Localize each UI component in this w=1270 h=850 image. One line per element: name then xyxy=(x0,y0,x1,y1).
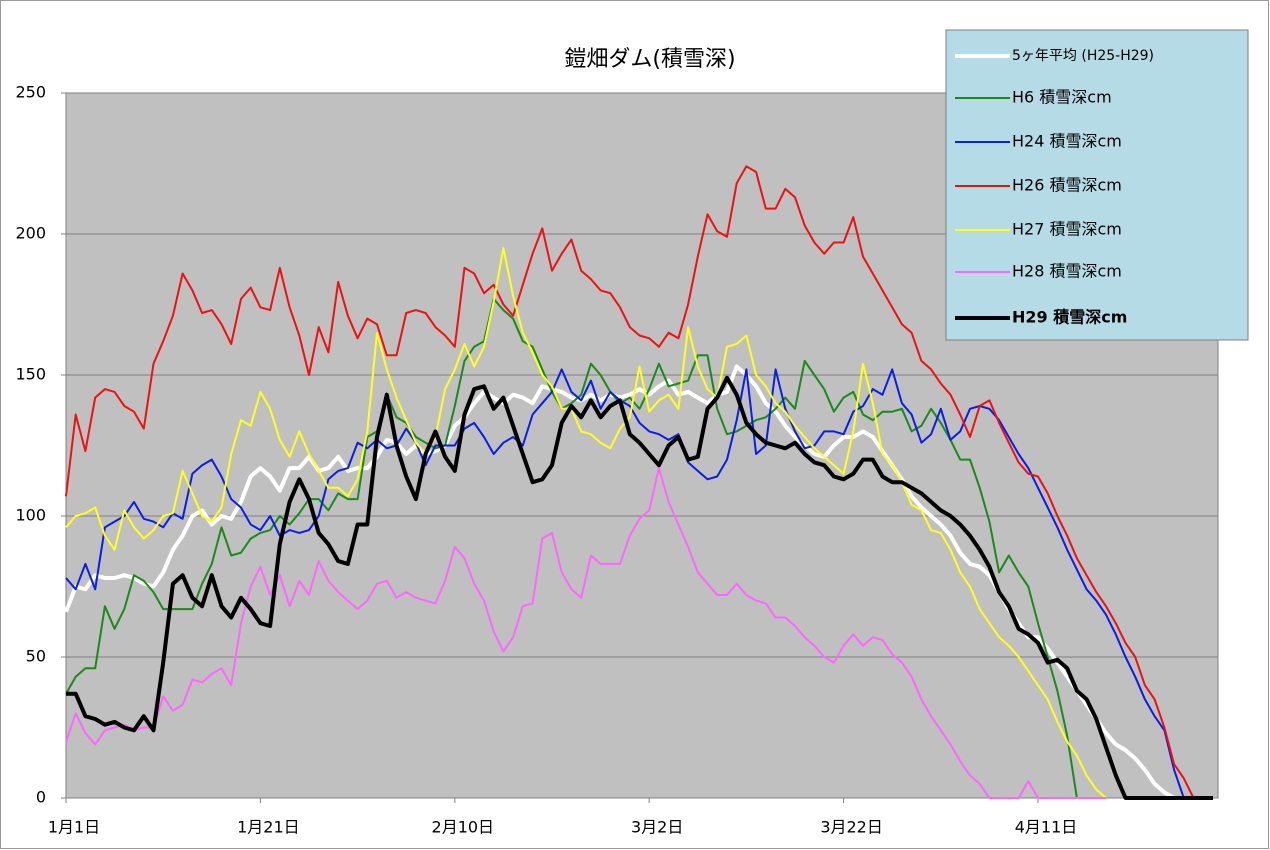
y-tick-label: 100 xyxy=(15,506,46,525)
y-tick-label: 150 xyxy=(15,365,46,384)
x-tick-label: 3月2日 xyxy=(631,818,683,837)
series-line xyxy=(65,165,1195,799)
legend-label: 5ヶ年平均 (H25-H29) xyxy=(1012,48,1154,64)
x-tick-label: 1月1日 xyxy=(48,818,100,837)
legend-label: H28 積雪深cm xyxy=(1012,262,1122,281)
legend-label: H29 積雪深cm xyxy=(1012,308,1127,327)
y-tick-label: 250 xyxy=(15,83,46,102)
lines xyxy=(64,165,1213,800)
y-tick-label: 50 xyxy=(26,647,46,666)
series-line xyxy=(66,375,1213,800)
series-line xyxy=(65,467,1106,799)
legend: 5ヶ年平均 (H25-H29) H6 積雪深cm H24 積雪深cm H26 積雪深c… xyxy=(955,48,1154,327)
legend-label: H6 積雪深cm xyxy=(1012,88,1112,107)
y-tick-label: 200 xyxy=(15,224,46,243)
x-tick-label: 3月22日 xyxy=(820,818,883,837)
legend-label: H24 積雪深cm xyxy=(1012,132,1122,151)
legend-label: H26 積雪深cm xyxy=(1012,176,1122,195)
x-tick-label: 1月21日 xyxy=(237,818,300,837)
series-line xyxy=(65,247,1107,799)
series-line xyxy=(65,297,1078,799)
series-line xyxy=(64,364,1176,800)
legend-box xyxy=(945,29,1249,341)
y-tick-label: 0 xyxy=(36,788,46,807)
x-tick-label: 2月10日 xyxy=(432,818,495,837)
x-tick-label: 4月11日 xyxy=(1015,818,1078,837)
legend-label: H27 積雪深cm xyxy=(1012,220,1122,239)
chart-title: 鎧畑ダム(積雪深) xyxy=(564,47,735,72)
